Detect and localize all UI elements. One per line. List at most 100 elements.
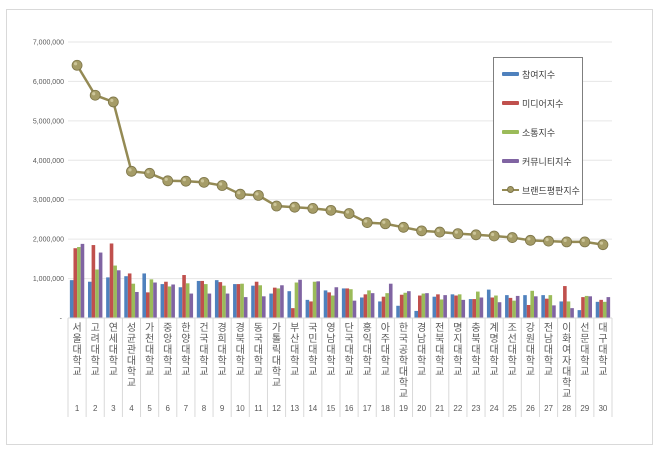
line-marker <box>579 236 591 248</box>
x-axis: 서 울 대 학 교 1 고 려 대 학 교 2 연 세 대 학 교 3 성 균 관 대 학 교 4 가 천 대 학 교 5 중 앙 대 학 교 6 한 양 대… <box>67 317 613 417</box>
y-tick-label: 5,000,000 <box>33 118 64 125</box>
bar <box>512 300 516 318</box>
line-marker <box>597 239 609 251</box>
line-marker-highlight <box>291 204 295 208</box>
bar <box>287 291 292 318</box>
line-marker-highlight <box>146 170 150 174</box>
x-rank-label: 14 <box>308 404 317 413</box>
bar <box>131 283 136 318</box>
bar <box>468 299 473 318</box>
bar <box>403 292 408 318</box>
line-marker <box>361 217 373 228</box>
bar <box>584 295 589 318</box>
line-marker-highlight <box>327 207 332 211</box>
bar <box>425 293 429 318</box>
bar <box>497 302 502 318</box>
line-marker <box>506 232 518 243</box>
x-rank-label: 28 <box>562 404 571 413</box>
bar <box>479 297 484 318</box>
bar <box>200 280 204 318</box>
bar <box>494 295 498 318</box>
bar <box>505 295 509 318</box>
line-marker <box>234 188 246 200</box>
bar <box>581 297 585 318</box>
x-rank-label: 4 <box>129 404 134 413</box>
line-marker-highlight <box>382 220 386 224</box>
x-rank-label: 1 <box>75 404 80 413</box>
line-marker <box>325 204 337 216</box>
line-marker-highlight <box>545 238 549 242</box>
y-axis: - 1,000,000 2,000,000 3,000,000 4,000,000 5,0… <box>33 40 64 323</box>
bar <box>116 270 121 318</box>
bar <box>80 243 85 318</box>
bar <box>233 284 237 318</box>
line-marker-highlight <box>128 168 132 172</box>
bar <box>457 294 462 318</box>
brand-reputation-line <box>71 59 609 251</box>
line-marker <box>126 165 137 177</box>
legend-swatch-icon <box>502 159 519 163</box>
bar <box>164 281 168 318</box>
line-marker <box>525 234 536 246</box>
line-marker <box>289 201 301 213</box>
legend-swatch-icon <box>502 130 519 134</box>
line-marker-highlight <box>182 178 186 182</box>
bar <box>399 294 404 318</box>
bar <box>418 295 422 318</box>
x-rank-label: 25 <box>508 404 517 413</box>
bar <box>69 280 74 318</box>
line-marker-highlight <box>255 192 259 196</box>
bar <box>490 297 495 318</box>
line-marker-highlight <box>110 98 114 103</box>
line-marker-highlight <box>581 238 585 243</box>
bar <box>461 299 466 318</box>
bar <box>515 295 520 318</box>
y-tick-label: - <box>60 316 63 323</box>
line-marker-highlight <box>400 224 404 228</box>
line-marker-highlight <box>509 234 513 238</box>
line-marker-highlight <box>527 237 531 241</box>
x-rank-label: 13 <box>290 404 299 413</box>
bar <box>149 279 154 318</box>
line-marker-highlight <box>364 219 368 223</box>
bar <box>167 286 172 318</box>
bar <box>577 310 582 318</box>
x-rank-label: 26 <box>526 404 535 413</box>
bar <box>182 275 186 318</box>
bar <box>236 284 241 318</box>
bar <box>599 299 603 318</box>
bar <box>432 296 437 318</box>
bar <box>330 295 335 318</box>
bar <box>566 301 571 318</box>
bar <box>251 285 255 318</box>
line-marker <box>252 189 264 201</box>
bar <box>98 252 103 318</box>
y-tick-label: 3,000,000 <box>33 197 64 204</box>
bar <box>388 283 393 318</box>
y-tick-label: 1,000,000 <box>33 276 64 283</box>
x-rank-label: 12 <box>272 404 281 413</box>
bar <box>214 280 219 318</box>
line-marker <box>470 229 482 241</box>
line-marker <box>543 235 554 247</box>
bar <box>153 282 157 318</box>
bar <box>341 288 346 318</box>
bar <box>207 293 212 318</box>
bar <box>262 296 266 318</box>
bar <box>381 296 386 318</box>
line-marker-highlight <box>200 179 205 183</box>
bar <box>142 273 146 318</box>
x-rank-label: 29 <box>580 404 589 413</box>
bar <box>450 294 455 318</box>
